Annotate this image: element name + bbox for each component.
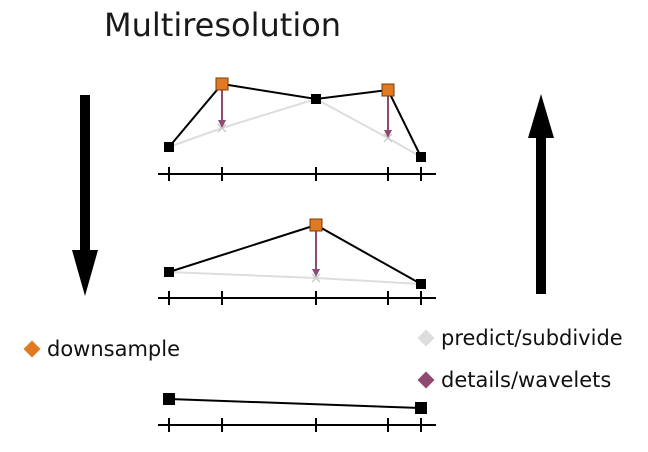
signal-line: [168, 223, 422, 285]
prediction-line: [168, 271, 422, 285]
legend-details: details/wavelets: [417, 368, 612, 392]
prediction-line: [168, 97, 422, 158]
predict-diamond-icon: [417, 329, 435, 347]
legend-predict: predict/subdivide: [417, 326, 623, 350]
page-title: Multiresolution: [104, 6, 342, 44]
details-diamond-icon: [417, 371, 435, 389]
up-arrow-icon: [528, 94, 554, 294]
axis: [158, 167, 436, 181]
axis: [158, 291, 436, 305]
detail-arrows: [218, 90, 392, 138]
predicted-markers: [311, 273, 321, 283]
legend-details-label: details/wavelets: [441, 368, 612, 392]
detail-arrows: [312, 231, 320, 277]
downsample-diamond-icon: [23, 340, 41, 358]
sample-markers: [164, 77, 426, 162]
sample-markers: [164, 218, 426, 289]
axis: [158, 418, 436, 432]
legend-downsample: downsample: [23, 337, 181, 361]
level-fine: [158, 77, 436, 181]
legend-downsample-label: downsample: [47, 337, 181, 361]
signal-line: [168, 398, 422, 409]
legend-predict-label: predict/subdivide: [441, 326, 623, 350]
down-arrow-icon: [72, 95, 98, 296]
sample-markers: [163, 393, 427, 414]
level-coarse: [158, 393, 436, 432]
level-mid: [158, 218, 436, 305]
